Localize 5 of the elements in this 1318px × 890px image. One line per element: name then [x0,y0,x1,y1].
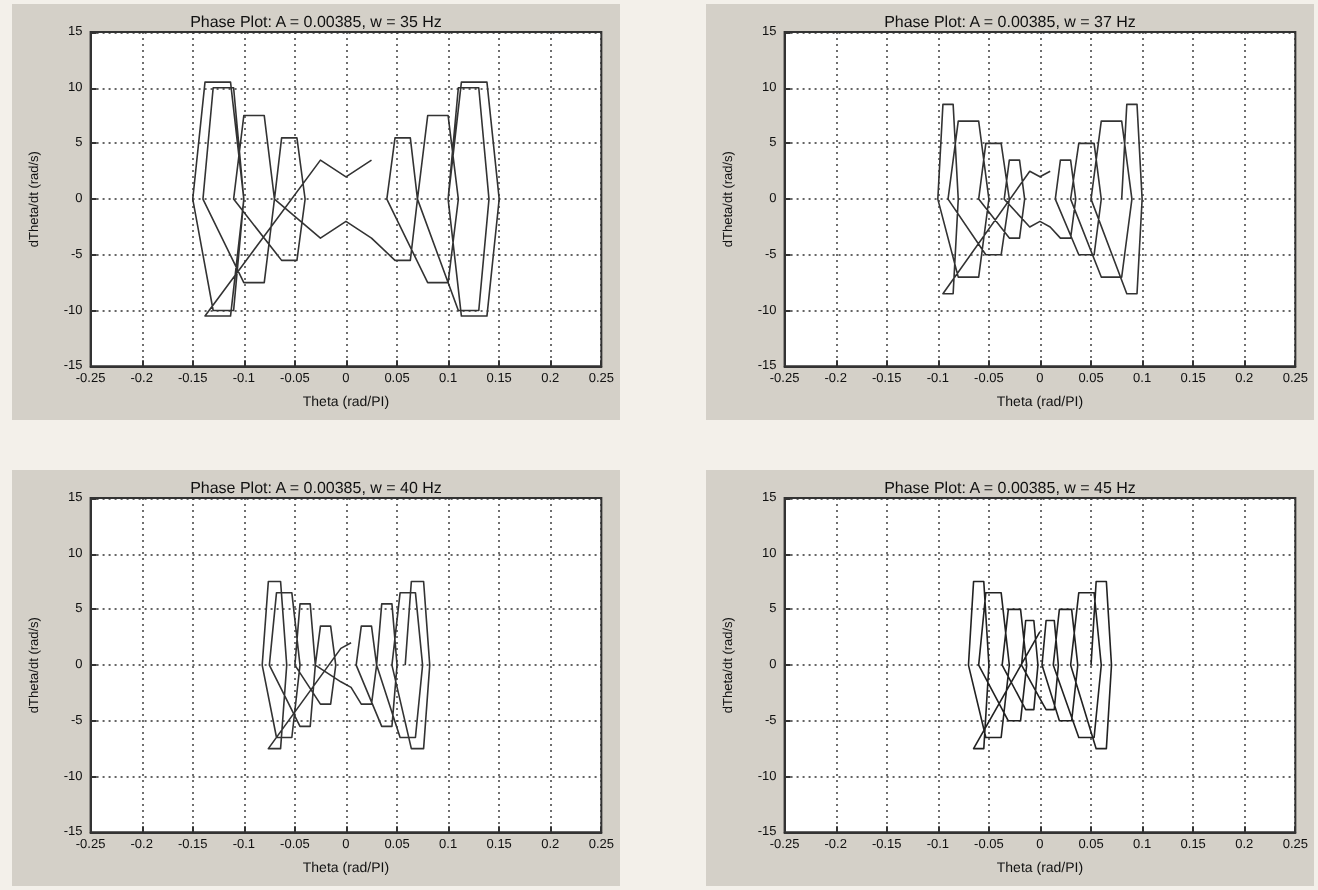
chart-title: Phase Plot: A = 0.00385, w = 40 Hz [190,479,442,497]
line-series [967,580,1113,750]
chart-title: Phase Plot: A = 0.00385, w = 35 Hz [190,13,442,31]
chart-title: Phase Plot: A = 0.00385, w = 45 Hz [884,479,1136,497]
chart-title: Phase Plot: A = 0.00385, w = 37 Hz [884,13,1136,31]
